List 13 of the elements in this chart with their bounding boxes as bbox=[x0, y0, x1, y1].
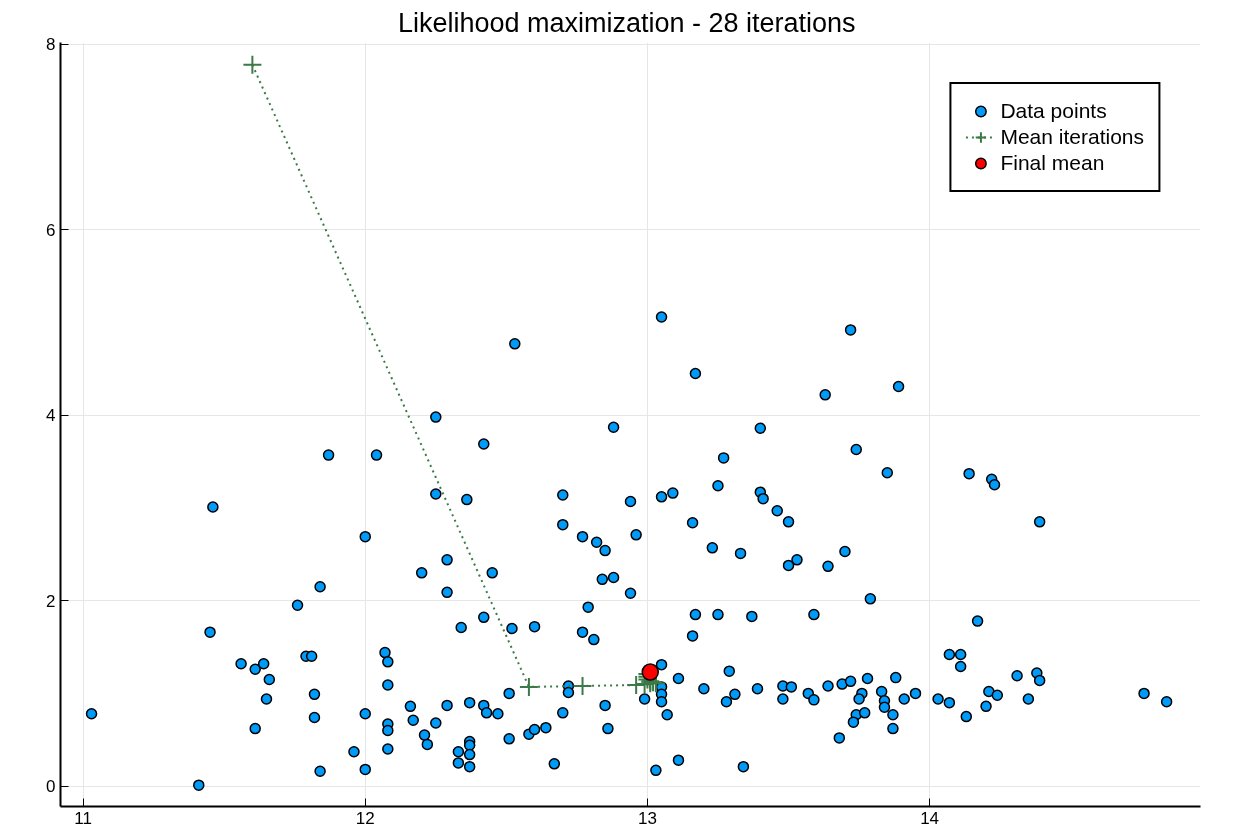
chart-title: Likelihood maximization - 28 iterations bbox=[397, 7, 856, 38]
x-tick-label: 11 bbox=[74, 808, 92, 828]
legend-label: Data points bbox=[1000, 98, 1107, 124]
y-tick-label: 2 bbox=[46, 591, 56, 611]
y-tick-label: 0 bbox=[46, 777, 56, 797]
x-tick-label: 13 bbox=[637, 808, 657, 828]
x-tick-label: 12 bbox=[355, 808, 375, 828]
y-tick-label: 8 bbox=[46, 35, 56, 55]
y-tick-label: 6 bbox=[46, 220, 56, 240]
x-tick-label: 14 bbox=[920, 808, 940, 828]
y-tick-label: 4 bbox=[46, 406, 56, 426]
legend-label: Mean iterations bbox=[1000, 124, 1144, 150]
legend-label: Final mean bbox=[1000, 150, 1105, 176]
